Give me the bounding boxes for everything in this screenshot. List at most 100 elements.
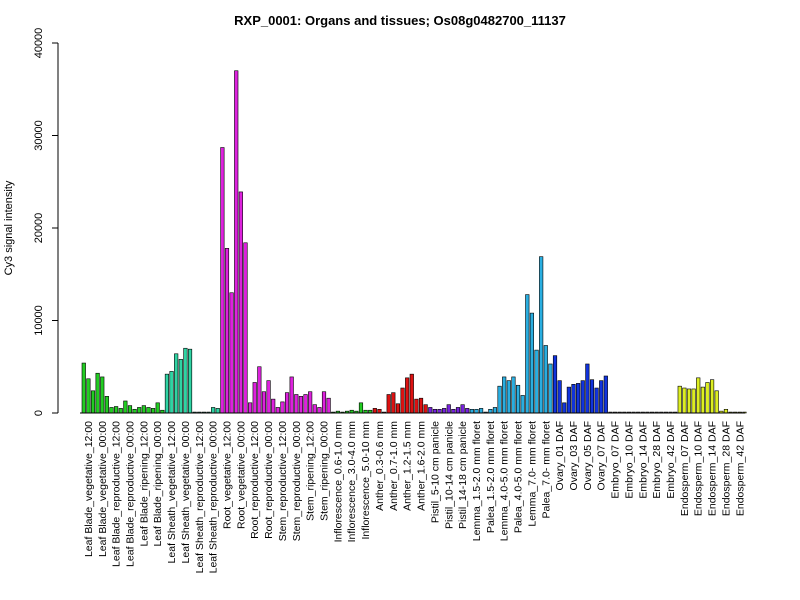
bar (465, 408, 470, 414)
x-tick-label: Leaf Sheath_vegetative_00:00 (180, 421, 192, 564)
bar (215, 408, 220, 414)
bar (497, 385, 502, 414)
y-axis: 0 10000 20000 30000 40000 (33, 28, 59, 416)
bar (511, 376, 516, 414)
x-tick-label: Embryo_42 DAF (665, 421, 677, 499)
bar (488, 408, 493, 414)
bar (474, 408, 479, 414)
x-tick-label: Inflorescence_0.6-1.0 mm (332, 421, 344, 543)
bar (557, 380, 562, 414)
x-tick-label: Root_reproductive_12:00 (249, 421, 261, 539)
x-axis-labels: Leaf Blade_vegetative_12:00 Leaf Blade_ve… (83, 421, 746, 574)
bar (224, 248, 230, 414)
bar (132, 408, 137, 414)
bar (289, 376, 294, 414)
bar (238, 191, 243, 414)
x-tick-label: Pistil_10-14 cm panicle (443, 421, 455, 529)
bar (266, 380, 271, 414)
bar (229, 292, 234, 414)
bar (723, 408, 729, 414)
bar (321, 391, 327, 414)
bar (317, 407, 322, 414)
bar (280, 401, 285, 414)
x-tick-label: Root_vegetative_00:00 (235, 421, 247, 529)
bar (437, 408, 442, 414)
bar (705, 382, 710, 414)
bar (566, 386, 571, 414)
x-tick-label: Lemma_7.0- mm floret (526, 421, 538, 527)
bar (432, 408, 437, 414)
bar (271, 398, 276, 414)
x-tick-label: Anther_0.3-0.6 mm (374, 421, 386, 511)
bar (589, 379, 595, 414)
x-tick-label: Inflorescence_5.0-10 mm (360, 421, 372, 540)
bar (81, 362, 86, 414)
bar (529, 312, 534, 414)
bar (211, 407, 216, 414)
bar (515, 384, 521, 414)
bar (548, 363, 553, 414)
x-tick-label: Endosperm_28 DAF (720, 421, 732, 516)
bar (358, 402, 364, 414)
x-tick-label: Leaf Blade_vegetative_12:00 (83, 421, 95, 557)
x-tick-label: Endosperm_07 DAF (679, 421, 691, 516)
bar (686, 388, 692, 414)
bar (248, 402, 253, 414)
x-tick-label: Root_vegetative_12:00 (222, 421, 234, 529)
bar (187, 348, 193, 414)
bar (442, 408, 447, 414)
bar (469, 408, 474, 414)
x-tick-label: Anther_1.2-1.5 mm (402, 421, 414, 511)
bar (386, 394, 391, 414)
y-tick-label: 10000 (33, 305, 45, 336)
x-tick-label: Root_reproductive_00:00 (263, 421, 275, 539)
bar (252, 382, 257, 414)
bar (700, 386, 705, 414)
bar (580, 380, 585, 414)
bar (257, 366, 262, 414)
bar (455, 407, 461, 414)
bar (552, 355, 558, 414)
x-tick-label: Palea_7.0- mm floret (540, 421, 552, 519)
bar (86, 378, 91, 414)
bar (520, 395, 525, 414)
bar (714, 390, 719, 414)
bar (377, 408, 382, 414)
bar (284, 392, 290, 414)
bar (261, 391, 267, 414)
bar (691, 388, 696, 414)
x-tick-label: Leaf Sheath_vegetative_12:00 (166, 421, 178, 564)
bar (169, 371, 174, 414)
x-tick-label: Palea_1.5-2.0 mm floret (485, 421, 497, 533)
bar (414, 398, 419, 414)
bar (174, 353, 179, 414)
bar (539, 256, 544, 414)
bar (534, 349, 539, 414)
bar (308, 391, 313, 414)
x-tick-label: Anther_0.7-1.0 mm (388, 421, 400, 511)
x-tick-label: Endosperm_14 DAF (707, 421, 719, 516)
bar (118, 408, 123, 414)
x-tick-label: Embryo_28 DAF (651, 421, 663, 499)
bar (451, 408, 456, 414)
bar (326, 397, 331, 414)
bar (151, 408, 156, 414)
y-tick-label: 20000 (33, 213, 45, 244)
bar (506, 380, 511, 414)
x-tick-label: Stem_ripening_00:00 (319, 421, 331, 521)
bar (543, 345, 548, 414)
bar (183, 347, 188, 414)
x-tick-label: Leaf Blade_ripening_12:00 (138, 421, 150, 547)
bar (303, 394, 308, 414)
bar (594, 387, 599, 414)
bar (502, 376, 507, 414)
bar (372, 408, 377, 414)
bar (460, 404, 465, 414)
x-tick-label: Leaf Blade_reproductive_00:00 (124, 421, 136, 567)
x-tick-label: Ovary_03 DAF (568, 421, 580, 490)
bar (312, 404, 317, 414)
bar (100, 376, 105, 414)
bar (137, 407, 142, 414)
bar (599, 380, 604, 414)
x-tick-label: Pistil_5-10 cm panicle (429, 421, 441, 523)
